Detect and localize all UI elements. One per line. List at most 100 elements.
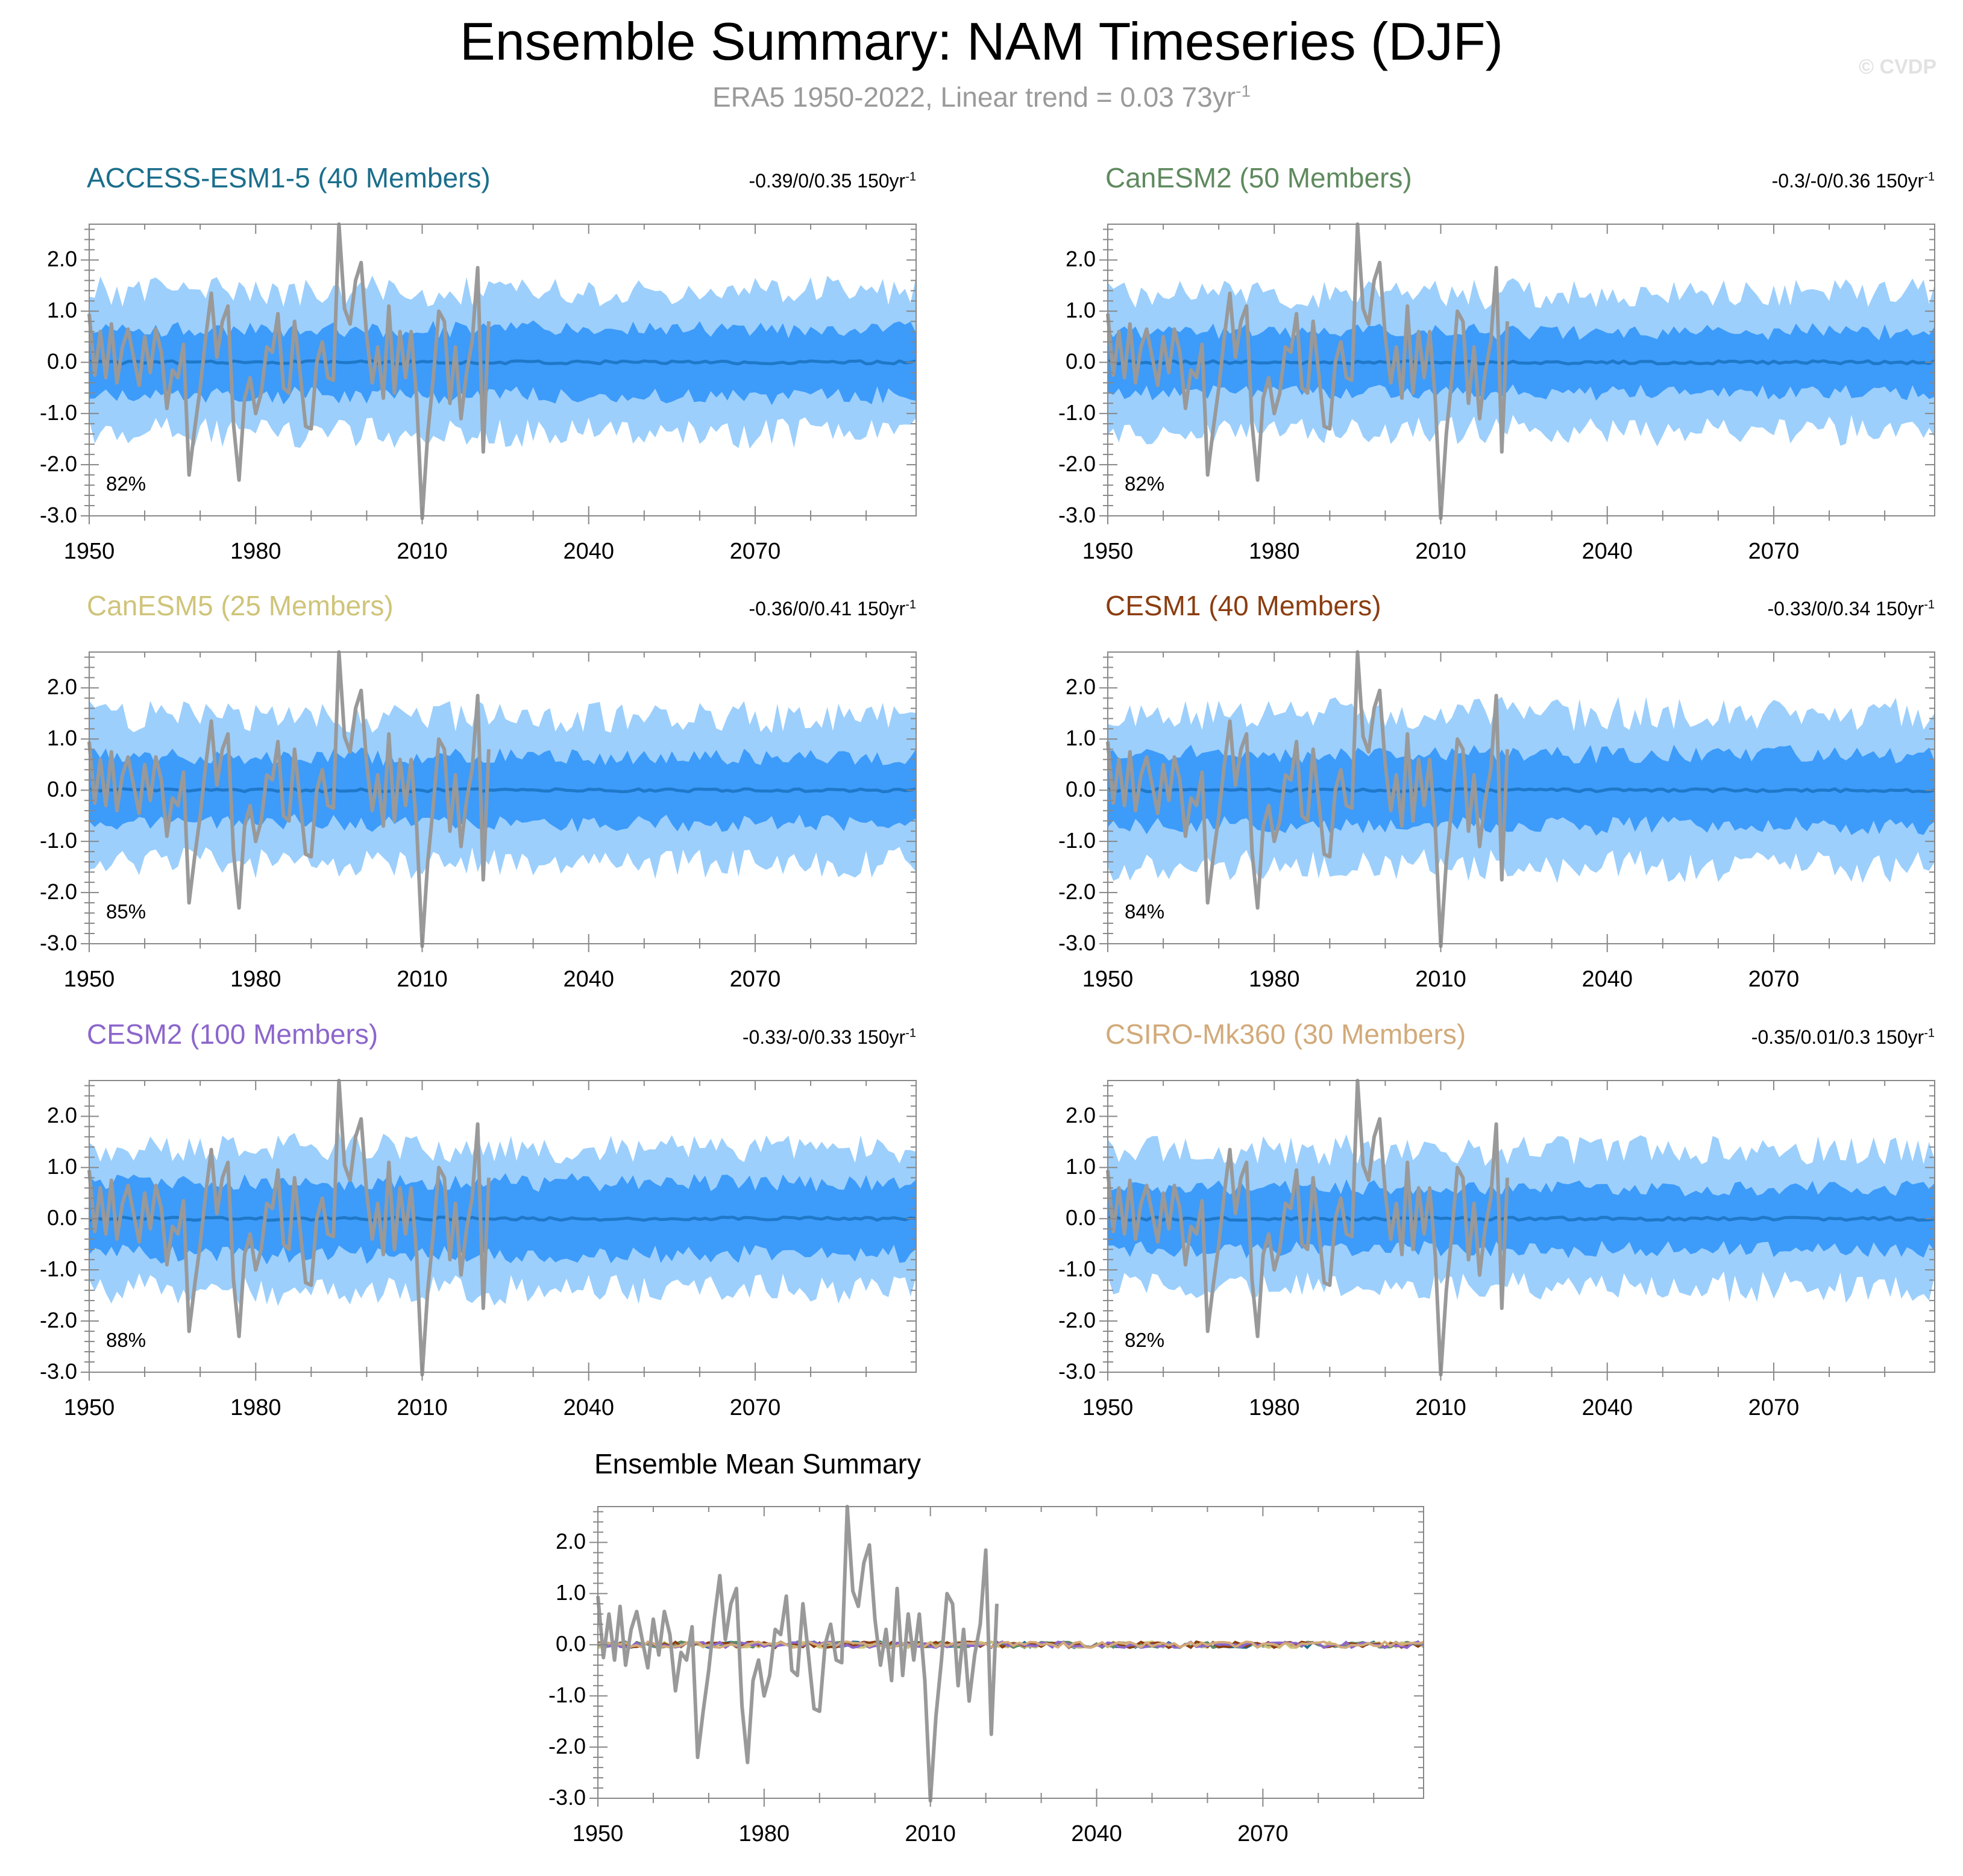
panel-6-frame: [1107, 1080, 1935, 1373]
panel-4-ensemble-mean-line: [1107, 787, 1935, 794]
panel-5-plot: [81, 1079, 917, 1381]
panel-3-ytick-label: -3.0: [39, 930, 77, 955]
panel-3-ytick-label: -2.0: [39, 879, 77, 905]
mean-panel-xtick-label: 1980: [738, 1821, 790, 1846]
panel-1-title: ACCESS-ESM1-5 (40 Members): [87, 162, 491, 193]
panel-6-ytick-label: -1.0: [1058, 1256, 1096, 1282]
panel-6-xtick-label: 1950: [1082, 1395, 1134, 1420]
panel-6-ensemble-mean-line: [1107, 1216, 1935, 1222]
mean-panel-ytick-label: -3.0: [548, 1785, 586, 1810]
panel-5-title: CESM2 (100 Members): [87, 1018, 378, 1050]
panel-4-xtick-label: 2070: [1748, 967, 1800, 992]
page-title: Ensemble Summary: NAM Timeseries (DJF): [460, 11, 1503, 71]
panel-5-stat-sup: -1: [905, 1026, 916, 1040]
panel-1-frame: [89, 224, 917, 516]
panel-4-xtick-label: 1950: [1082, 967, 1134, 992]
panel-6-stat-sup: -1: [1924, 1026, 1935, 1040]
panel-5-xtick-label: 1980: [230, 1395, 281, 1420]
mean-panel-observed-line: [596, 1505, 999, 1803]
panel-4-ytick-label: -1.0: [1058, 828, 1096, 853]
panel-6-stat-text: -0.35/0.01/0.3 150yr: [1751, 1026, 1924, 1048]
panel-1-stat: -0.39/0/0.35 150yr-1: [554, 170, 916, 192]
panel-6-plot: [1099, 1079, 1935, 1381]
panel-2-ytick-label: -3.0: [1058, 503, 1096, 527]
panel-4-frame: [1107, 651, 1935, 944]
panel-6-ytick-label: 1.0: [1065, 1154, 1096, 1179]
panel-4-ytick-label: 0.0: [1065, 777, 1096, 802]
panel-4-stat: -0.33/0/0.34 150yr-1: [1573, 598, 1935, 620]
mean-panel-xtick-label: 2010: [905, 1821, 956, 1846]
panel-3-stat-sup: -1: [905, 598, 916, 612]
mean-panel-ytick-label: -1.0: [548, 1683, 586, 1708]
subtitle-superscript: -1: [1236, 81, 1251, 101]
panel-6-stat: -0.35/0.01/0.3 150yr-1: [1573, 1026, 1935, 1049]
panel-2-percent-label: 82%: [1125, 472, 1165, 495]
panel-1-stat-text: -0.39/0/0.35 150yr: [749, 170, 906, 192]
panel-6-ytick-label: -2.0: [1058, 1308, 1096, 1333]
panel-5-ensemble-mean-line: [89, 1216, 917, 1222]
panel-5-stat-text: -0.33/-0/0.33 150yr: [742, 1026, 906, 1048]
panel-1-ytick-label: 1.0: [46, 298, 77, 323]
panel-1-xtick-label: 1980: [230, 539, 281, 564]
panel-2-ytick-label: 2.0: [1065, 246, 1096, 272]
panel-4-xtick-label: 2040: [1581, 967, 1633, 992]
panel-5-xtick-label: 2010: [397, 1395, 448, 1420]
panel-6-title: CSIRO-Mk360 (30 Members): [1105, 1018, 1466, 1050]
panel-3-percent-label: 85%: [106, 900, 146, 923]
panel-2-frame: [1107, 224, 1935, 516]
panel-1-plot: [81, 222, 917, 524]
panel-1-xtick-label: 2070: [729, 539, 781, 564]
panel-1-ytick-label: -3.0: [39, 503, 77, 527]
panel-5-ytick-label: 0.0: [46, 1205, 77, 1231]
panel-2-stat-sup: -1: [1924, 170, 1935, 184]
panel-4-ytick-label: -2.0: [1058, 879, 1096, 905]
mean-panel-ytick-label: 2.0: [555, 1529, 586, 1554]
panel-5-xtick-label: 2070: [729, 1395, 781, 1420]
panel-5-xtick-label: 1950: [63, 1395, 115, 1420]
panel-3-ytick-label: -1.0: [39, 828, 77, 853]
panel-6-xtick-label: 1980: [1248, 1395, 1300, 1420]
panel-6-percent-label: 82%: [1125, 1329, 1165, 1351]
panel-5-ytick-label: -1.0: [39, 1256, 77, 1282]
panel-2-ytick-label: 0.0: [1065, 349, 1096, 374]
copyright-watermark: © CVDP: [1859, 55, 1936, 78]
panel-1-ensemble-mean-line: [89, 359, 917, 366]
panel-6-xtick-label: 2010: [1415, 1395, 1466, 1420]
mean-panel-xtick-label: 2040: [1071, 1821, 1122, 1846]
panel-2-xtick-label: 2070: [1748, 539, 1800, 564]
panel-1-xtick-label: 1950: [63, 539, 115, 564]
panel-4-ytick-label: -3.0: [1058, 930, 1096, 955]
mean-panel-ytick-label: -2.0: [548, 1734, 586, 1759]
subtitle-text: ERA5 1950-2022, Linear trend = 0.03 73yr: [712, 81, 1236, 113]
panel-4-title: CESM1 (40 Members): [1105, 590, 1381, 621]
panel-4-xtick-label: 2010: [1415, 967, 1466, 992]
panel-3-ytick-label: 1.0: [46, 726, 77, 751]
panel-1-ytick-label: -1.0: [39, 400, 77, 425]
mean-panel-ytick-label: 1.0: [555, 1580, 586, 1605]
panel-2-xtick-label: 1980: [1248, 539, 1300, 564]
mean-panel-title: Ensemble Mean Summary: [594, 1448, 921, 1479]
mean-panel-model-line-6: [597, 1640, 1424, 1649]
panel-4-stat-sup: -1: [1924, 598, 1935, 612]
panel-5-frame: [89, 1080, 917, 1373]
panel-6-xtick-label: 2040: [1581, 1395, 1633, 1420]
panel-5-ytick-label: 2.0: [46, 1103, 77, 1128]
panel-1-percent-label: 82%: [106, 472, 146, 495]
panel-6-ytick-label: 2.0: [1065, 1103, 1096, 1128]
panel-4-percent-label: 84%: [1125, 900, 1165, 923]
panel-3-title: CanESM5 (25 Members): [87, 590, 394, 621]
panel-2-ytick-label: -2.0: [1058, 451, 1096, 477]
panel-5-ytick-label: 1.0: [46, 1154, 77, 1179]
panel-4-xtick-label: 1980: [1248, 967, 1300, 992]
panel-3-xtick-label: 2010: [397, 967, 448, 992]
panel-2-ensemble-mean-line: [1107, 359, 1936, 366]
panel-6-ytick-label: -3.0: [1058, 1359, 1096, 1384]
panel-1-ytick-label: 0.0: [46, 349, 77, 374]
panel-2-xtick-label: 2010: [1415, 539, 1466, 564]
panel-2-title: CanESM2 (50 Members): [1105, 162, 1412, 193]
mean-panel-xtick-label: 2070: [1237, 1821, 1289, 1846]
panel-5-stat: -0.33/-0/0.33 150yr-1: [554, 1026, 916, 1049]
panel-5-ytick-label: -2.0: [39, 1308, 77, 1333]
panel-3-stat-text: -0.36/0/0.41 150yr: [749, 598, 906, 620]
panel-2-ytick-label: 1.0: [1065, 298, 1096, 323]
